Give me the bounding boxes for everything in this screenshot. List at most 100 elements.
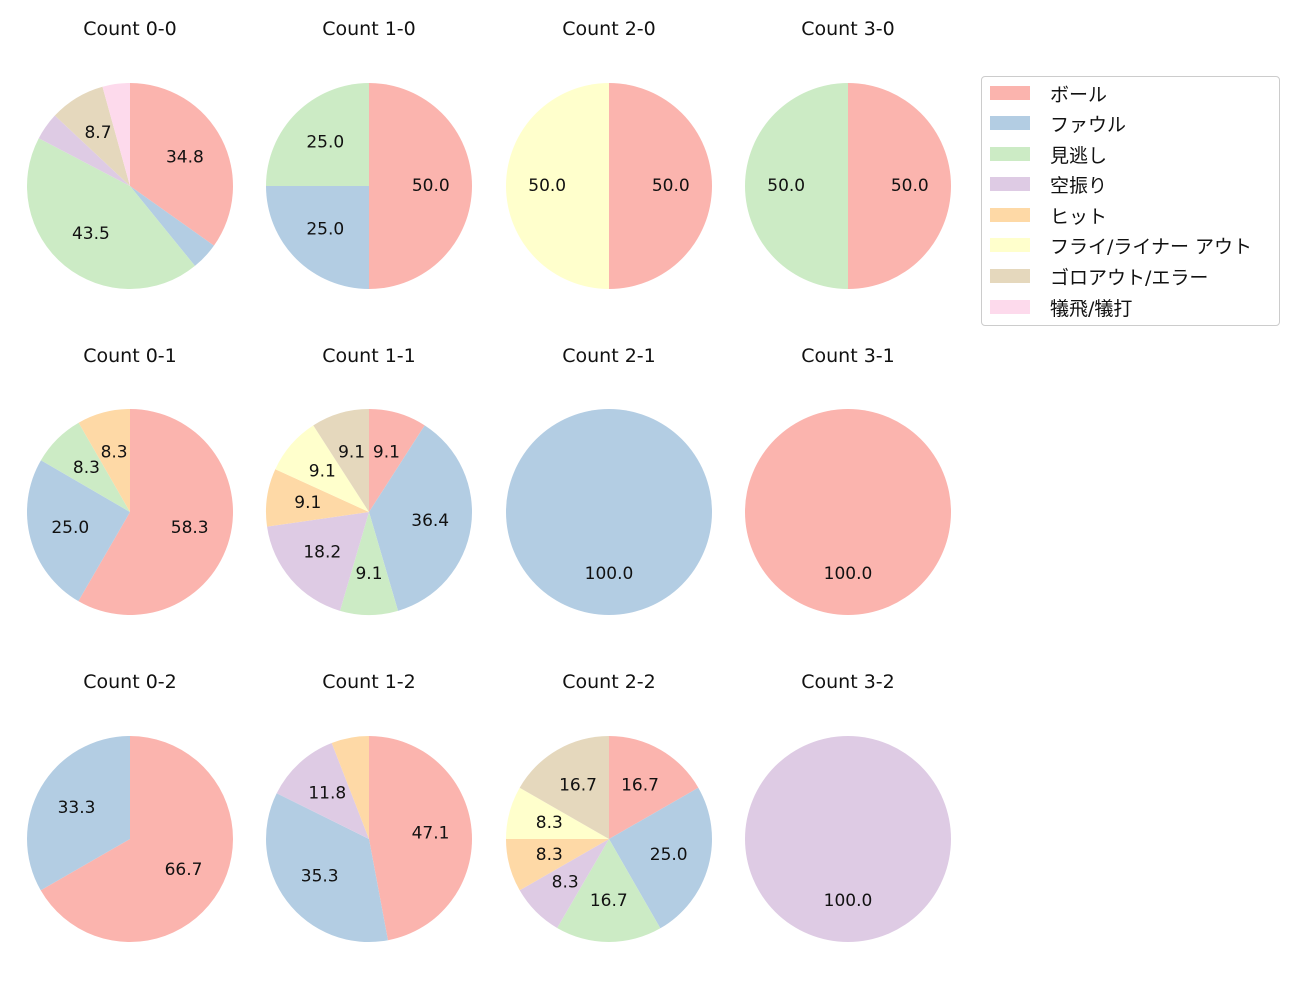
- legend-item: ファウル: [990, 108, 1126, 138]
- chart-title: Count 2-2: [562, 671, 656, 693]
- legend-label: 見逃し: [1050, 144, 1108, 167]
- slice-label: 35.3: [301, 866, 339, 886]
- pie-slice: [78, 409, 233, 615]
- slice-label: 8.3: [101, 442, 128, 462]
- pie-slice: [506, 839, 609, 891]
- slice-label: 25.0: [51, 518, 89, 538]
- slice-label: 66.7: [165, 860, 203, 880]
- slice-label: 8.3: [73, 458, 100, 478]
- chart-title: Count 3-2: [801, 671, 895, 693]
- pie-slice: [40, 422, 130, 512]
- legend-item: ヒット: [990, 200, 1107, 230]
- chart-title: Count 2-0: [562, 18, 656, 40]
- legend-swatch: [990, 238, 1030, 252]
- slice-label: 100.0: [824, 564, 873, 584]
- pie-slice: [27, 138, 195, 289]
- slice-label: 9.1: [355, 564, 382, 584]
- pie-chart: Count 0-2 66.7 33.3: [27, 671, 234, 942]
- chart-title: Count 1-2: [322, 671, 416, 693]
- slice-label: 36.4: [411, 511, 449, 531]
- slice-label: 50.0: [652, 176, 690, 196]
- legend-item: 空振り: [990, 169, 1107, 199]
- pie-chart: Count 0-0 34.8 43.5 8.7: [27, 18, 233, 289]
- pie-slice: [369, 425, 473, 611]
- pie-slice: [519, 736, 609, 839]
- legend-item: フライ/ライナー アウト: [990, 230, 1252, 260]
- slice-label: 100.0: [824, 891, 873, 911]
- chart-title: Count 3-1: [801, 345, 895, 367]
- pie-slice: [130, 186, 214, 266]
- legend-item: 見逃し: [990, 139, 1107, 169]
- pie-chart: Count 1-19.136.49.118.29.19.19.1: [266, 345, 473, 616]
- pie-slice: [102, 83, 130, 186]
- legend-swatch: [990, 269, 1030, 283]
- pie-slice: [339, 512, 399, 616]
- slice-label: 50.0: [412, 176, 450, 196]
- pie-slice: [745, 736, 951, 942]
- pie-slice: [40, 736, 234, 942]
- slice-label: 58.3: [171, 518, 209, 538]
- pie-slice: [27, 736, 131, 891]
- pie-slice: [848, 83, 951, 289]
- pie-slice: [54, 86, 130, 186]
- pie-chart: Count 2-0 50.0 50.0: [506, 18, 712, 289]
- pie-chart: Count 1-0 50.0 25.0 25.0: [266, 18, 472, 289]
- slice-label: 47.1: [412, 823, 450, 843]
- slice-label: 16.7: [559, 776, 597, 796]
- chart-title: Count 2-1: [562, 345, 656, 367]
- legend-label: ヒット: [1050, 205, 1108, 228]
- slice-label: 8.7: [84, 123, 111, 143]
- slice-label: 25.0: [650, 845, 688, 865]
- slice-label: 50.0: [767, 176, 805, 196]
- legend-swatch: [990, 208, 1030, 222]
- pie-slice: [276, 742, 369, 839]
- legend-item: ゴロアウト/エラー: [990, 261, 1208, 291]
- pie-slice: [266, 83, 369, 186]
- pie-slice: [267, 512, 369, 611]
- legend-swatch: [990, 147, 1030, 161]
- legend-label: 空振り: [1050, 174, 1108, 197]
- pie-chart: Count 1-2 47.1 35.3 11.8: [266, 671, 473, 942]
- chart-title: Count 1-0: [322, 18, 416, 40]
- legend-item: ボール: [990, 78, 1107, 108]
- pie-slice: [609, 83, 712, 289]
- slice-label: 8.3: [536, 813, 563, 833]
- pie-slice: [609, 787, 712, 929]
- pie-slice: [130, 83, 233, 246]
- legend-swatch: [990, 86, 1030, 100]
- pie-slice: [266, 793, 388, 942]
- slice-label: 16.7: [590, 891, 628, 911]
- pie-slice: [313, 409, 369, 512]
- chart-title: Count 0-2: [83, 671, 177, 693]
- chart-title: Count 0-1: [83, 345, 177, 367]
- pie-slice: [745, 409, 951, 615]
- pie-chart: Count 3-2 100.0: [745, 671, 951, 942]
- legend-label: ファウル: [1050, 113, 1127, 136]
- slice-label: 9.1: [294, 493, 321, 513]
- pie-slice: [557, 839, 661, 942]
- slice-label: 16.7: [621, 776, 659, 796]
- chart-title: Count 1-1: [322, 345, 416, 367]
- slice-label: 50.0: [891, 176, 929, 196]
- slice-label: 100.0: [585, 564, 634, 584]
- pie-chart: Count 2-1 100.0: [506, 345, 712, 615]
- pie-slice: [266, 469, 369, 527]
- pie-slice: [745, 83, 848, 289]
- pie-slice: [38, 115, 130, 186]
- pie-slice: [506, 787, 609, 839]
- pie-slice: [519, 839, 609, 928]
- slice-label: 9.1: [309, 462, 336, 482]
- legend-item: 犠飛/犠打: [990, 292, 1132, 322]
- pie-slice: [609, 736, 699, 839]
- slice-label: 34.8: [166, 148, 204, 168]
- pie-slice: [78, 409, 130, 512]
- pie-chart: Count 3-0 50.0 50.0: [745, 18, 951, 289]
- slice-label: 8.3: [536, 845, 563, 865]
- pie-slice: [369, 409, 425, 512]
- slice-label: 18.2: [303, 543, 341, 563]
- slice-label: 25.0: [306, 220, 344, 240]
- pie-slice: [26, 460, 131, 602]
- legend-label: フライ/ライナー アウト: [1050, 235, 1253, 258]
- slice-label: 9.1: [338, 443, 365, 463]
- legend: ボール ファウル 見逃し 空振り ヒット フライ/ライナー アウト ゴロアウト/…: [981, 76, 1280, 326]
